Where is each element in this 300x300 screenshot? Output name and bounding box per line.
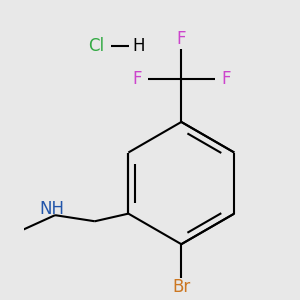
Text: Br: Br <box>172 278 190 296</box>
Text: NH: NH <box>40 200 64 218</box>
Text: Cl: Cl <box>88 37 104 55</box>
Text: F: F <box>221 70 230 88</box>
Text: F: F <box>177 30 186 48</box>
Text: F: F <box>132 70 142 88</box>
Text: H: H <box>132 37 145 55</box>
